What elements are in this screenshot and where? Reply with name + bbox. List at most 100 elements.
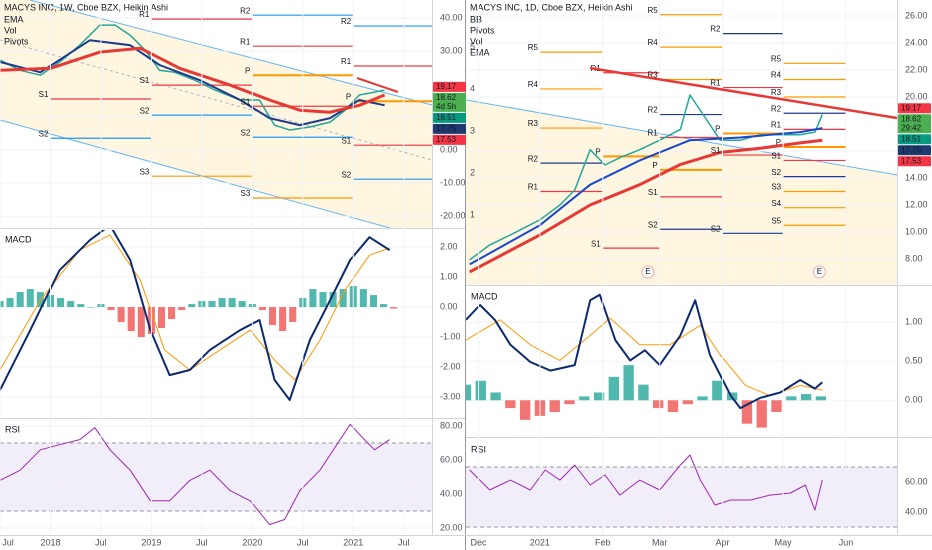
histogram-bar	[786, 396, 797, 401]
pivot-label: R2	[528, 154, 539, 163]
y-tick-label: 26.00	[905, 10, 928, 20]
legend-item: Vol	[470, 36, 483, 46]
x-tick-label: Jul	[95, 537, 107, 547]
histogram-bar	[67, 301, 75, 308]
price-flag	[433, 123, 466, 134]
pivot-label: R5	[647, 6, 658, 15]
price-flag	[433, 81, 466, 92]
histogram-bar	[208, 301, 216, 308]
series-line	[0, 423, 390, 526]
series-line	[469, 127, 823, 266]
x-tick-label: Jul	[2, 537, 14, 547]
y-tick-label: 40.00	[440, 13, 463, 23]
histogram-bar	[339, 289, 347, 308]
histogram-bar	[279, 307, 287, 332]
price-flag-label: 18.62	[436, 93, 457, 102]
y2-tick-label: 2	[470, 167, 475, 177]
y2-tick-label: 1	[470, 209, 475, 219]
histogram-bar	[667, 400, 679, 412]
pivot-label: P	[715, 125, 720, 134]
pivot-label: R1	[240, 37, 251, 46]
pivot-label: R5	[528, 43, 539, 52]
y-tick-label: -3.00	[440, 391, 461, 401]
series-line	[0, 234, 390, 381]
x-tick-label: Mar	[652, 537, 668, 547]
series-line	[0, 46, 386, 114]
pane: 2.00 1.00 0.00 -1.00 -2.00 -3.00 MACD	[0, 230, 461, 401]
pivot-label: R2	[341, 17, 352, 26]
histogram-bar	[127, 307, 135, 332]
histogram-bar	[16, 292, 24, 308]
histogram-bar	[697, 396, 708, 401]
legend-item: EMA	[4, 14, 24, 24]
pivot-label: S1	[771, 152, 781, 161]
pivot-label: R3	[771, 88, 782, 97]
pivot-label: P	[776, 138, 781, 147]
x-tick-label: 2020	[242, 537, 262, 547]
histogram-bar	[593, 392, 605, 401]
y-tick-label: 40.00	[440, 488, 463, 498]
y-tick-label: 1.00	[440, 271, 458, 281]
histogram-bar	[579, 396, 590, 401]
pivot-label: S1	[140, 76, 150, 85]
histogram-bar	[653, 400, 664, 409]
histogram-bar	[178, 307, 186, 311]
histogram-bar	[390, 307, 398, 309]
pivot-label: R4	[771, 71, 782, 80]
x-tick-label: Dec	[471, 537, 488, 547]
legend-item: Pivots	[4, 36, 29, 46]
pivot-label: R1	[341, 57, 352, 66]
y-tick-label: 0.00	[440, 301, 458, 311]
x-tick-label: 2019	[141, 537, 161, 547]
y-tick-label: -2.00	[440, 361, 461, 371]
event-label: E	[645, 267, 650, 276]
pane-label: RSI	[5, 424, 20, 434]
y-tick-label: 60.00	[440, 454, 463, 464]
pivot-label: S2	[341, 170, 351, 179]
pivot-label: R3	[528, 119, 539, 128]
histogram-bar	[359, 289, 367, 308]
pivot-label: S2	[771, 168, 781, 177]
x-tick-label: 2018	[40, 537, 60, 547]
histogram-bar	[218, 298, 226, 308]
pivot-label: S1	[241, 97, 251, 106]
price-flag	[898, 134, 931, 145]
y-tick-label: 8.00	[905, 253, 923, 263]
event-marker	[812, 265, 826, 279]
histogram-bar	[258, 307, 266, 311]
plot-area	[466, 454, 897, 528]
y-tick-label: 14.00	[905, 172, 928, 182]
y-tick-label: 60.00	[905, 476, 928, 486]
legend-item: Vol	[4, 25, 17, 35]
y-tick-label: 40.00	[905, 506, 928, 516]
legend-item: EMA	[470, 47, 490, 57]
price-flag-label: 18.62	[901, 114, 922, 123]
chart-title: MACYS INC, 1D, Cboe BZX, Heikin Ashi	[470, 2, 633, 12]
pane: 80.00 60.00 40.00 20.00 Jul 2018 Jul 2019 Jul 202…	[0, 420, 463, 547]
histogram-bar	[319, 292, 327, 308]
x-tick-label: 2021	[343, 537, 363, 547]
price-flag	[433, 134, 466, 145]
y2-tick-label: 5	[470, 41, 475, 51]
y-tick-label: 24.00	[905, 37, 928, 47]
countdown-label: 29:42	[901, 123, 922, 132]
histogram-bar	[741, 400, 753, 424]
histogram-bar	[107, 307, 115, 311]
pivot-label: R1	[710, 79, 721, 88]
pivot-label: S2	[648, 220, 658, 229]
pane: 1.00 0.50 0.00 MACD	[466, 291, 923, 428]
x-tick-label: Jun	[839, 537, 854, 547]
pivot-label: R2	[647, 106, 658, 115]
pivot-label: R4	[647, 38, 658, 47]
histogram-bar	[188, 304, 196, 308]
y-tick-label: 0.00	[905, 395, 923, 405]
y-tick-label: 2.00	[440, 241, 458, 251]
histogram-bar	[380, 304, 388, 308]
pivot-label: S2	[39, 129, 49, 138]
y-tick-label: 0.00	[440, 145, 458, 155]
x-tick-label: Apr	[716, 537, 730, 547]
histogram-bar	[815, 396, 827, 401]
